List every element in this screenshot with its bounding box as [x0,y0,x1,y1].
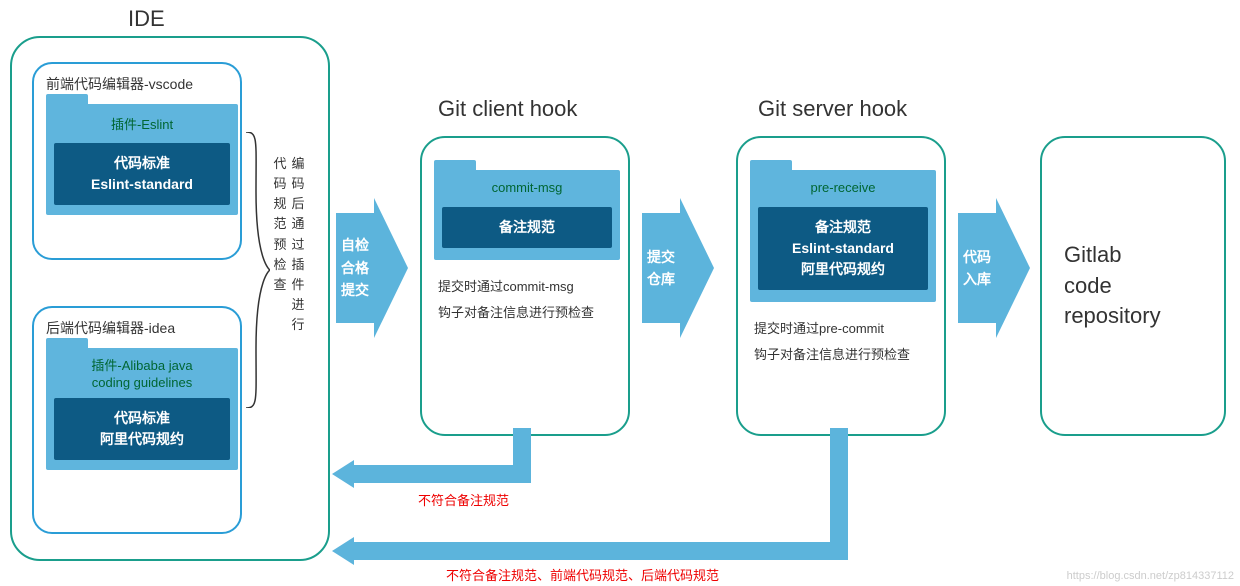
git-server-hook-title: Git server hook [758,96,907,122]
plugin-alibaba-title: 插件-Alibaba javacoding guidelines [54,358,230,392]
arrow-submit-repo: 提交 仓库 [642,198,714,338]
gitlab-text: Gitlab code repository [1064,240,1224,332]
alibaba-standard-box: 代码标准 阿里代码规约 [54,398,230,460]
ide-desc-col2: 编码后通过插件进行 [290,154,306,335]
pre-receive-title: pre-receive [758,180,928,195]
pre-receive-card: pre-receive 备注规范 Eslint-standard 阿里代码规约 [750,170,936,302]
feedback1-arrow-horz [354,465,522,483]
plugin-eslint-card: 插件-Eslint 代码标准 Eslint-standard [46,104,238,215]
folder-tab-icon [750,160,792,172]
ide-desc-col1: 代码规范预检查 [272,154,288,295]
plugin-alibaba-card: 插件-Alibaba javacoding guidelines 代码标准 阿里… [46,348,238,470]
ide-title: IDE [128,6,165,32]
editor-idea-title: 后端代码编辑器-idea [46,318,228,338]
editor-vscode: 前端代码编辑器-vscode 插件-Eslint 代码标准 Eslint-sta… [32,62,242,260]
feedback2-arrow-vert [830,428,848,560]
std-line: 阿里代码规约 [60,429,224,450]
watermark: https://blog.csdn.net/zp814337112 [1067,570,1234,582]
std-line: 代码标准 [60,153,224,174]
commit-msg-inner: 备注规范 [442,207,612,248]
git-client-hook-box: commit-msg 备注规范 提交时通过commit-msg 钩子对备注信息进… [420,136,630,436]
feedback1-arrow-head-icon [332,460,354,488]
feedback2-arrow-horz [354,542,838,560]
arrow-head-icon [996,198,1030,338]
folder-tab-icon [46,94,88,106]
pre-receive-inner: 备注规范 Eslint-standard 阿里代码规约 [758,207,928,290]
folder-tab-icon [434,160,476,172]
arrow-self-check: 自检 合格 提交 [336,198,408,338]
arrow-head-icon [680,198,714,338]
folder-tab-icon [46,338,88,350]
std-line: 代码标准 [60,408,224,429]
eslint-standard-box: 代码标准 Eslint-standard [54,143,230,205]
hook2-desc: 提交时通过pre-commit 钩子对备注信息进行预检查 [750,316,932,368]
commit-msg-title: commit-msg [442,180,612,195]
feedback2-arrow-head-icon [332,537,354,565]
feedback2-label: 不符合备注规范、前端代码规范、后端代码规范 [446,565,719,584]
git-client-hook-title: Git client hook [438,96,577,122]
arrow-head-icon [374,198,408,338]
editor-idea: 后端代码编辑器-idea 插件-Alibaba javacoding guide… [32,306,242,534]
feedback1-label: 不符合备注规范 [418,490,509,509]
gitlab-repo-box: Gitlab code repository [1040,136,1226,436]
brace-icon [246,132,270,408]
git-server-hook-box: pre-receive 备注规范 Eslint-standard 阿里代码规约 … [736,136,946,436]
commit-msg-card: commit-msg 备注规范 [434,170,620,260]
std-line: Eslint-standard [60,174,224,195]
arrow-code-store: 代码 入库 [958,198,1030,338]
plugin-eslint-title: 插件-Eslint [54,114,230,133]
editor-vscode-title: 前端代码编辑器-vscode [46,74,228,94]
hook1-desc: 提交时通过commit-msg 钩子对备注信息进行预检查 [434,274,616,326]
diagram-root: IDE 前端代码编辑器-vscode 插件-Eslint 代码标准 Eslint… [0,0,1240,586]
